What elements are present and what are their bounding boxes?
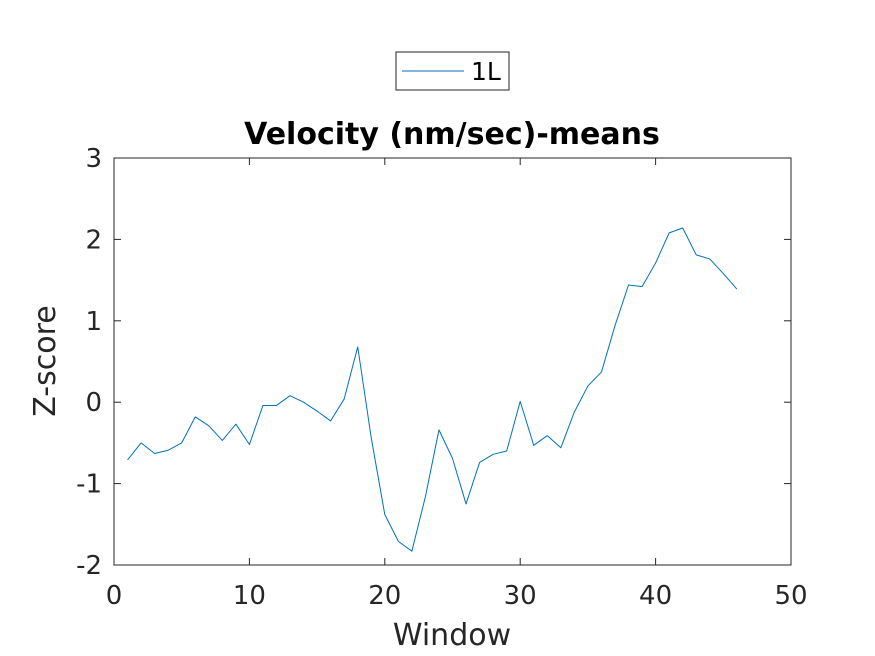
series-line-1L xyxy=(127,227,738,552)
x-tick-label: 30 xyxy=(504,581,537,611)
tick-labels-group: 0 10 20 30 40 50 -2 -1 0 1 2 3 xyxy=(76,144,807,611)
x-tick-label: 40 xyxy=(639,581,672,611)
y-tick-label: 0 xyxy=(85,388,102,418)
axes-box xyxy=(113,157,792,566)
x-axis-label: Window xyxy=(393,618,511,653)
y-tick-label: -2 xyxy=(76,551,102,581)
x-tick-label: 50 xyxy=(774,581,807,611)
legend: 1L xyxy=(395,51,510,91)
x-tick-label: 20 xyxy=(368,581,401,611)
legend-label-1L: 1L xyxy=(471,57,501,86)
chart-title: Velocity (nm/sec)-means xyxy=(244,117,660,152)
y-tick-label: 2 xyxy=(85,225,102,255)
x-tick-label: 10 xyxy=(233,581,266,611)
y-axis-label: Z-score xyxy=(28,305,63,416)
plot-area xyxy=(114,158,791,565)
y-tick-label: 1 xyxy=(85,307,102,337)
x-tick-label: 0 xyxy=(106,581,123,611)
y-tick-label: -1 xyxy=(76,470,102,500)
series-layer xyxy=(127,227,738,552)
y-tick-label: 3 xyxy=(85,144,102,174)
